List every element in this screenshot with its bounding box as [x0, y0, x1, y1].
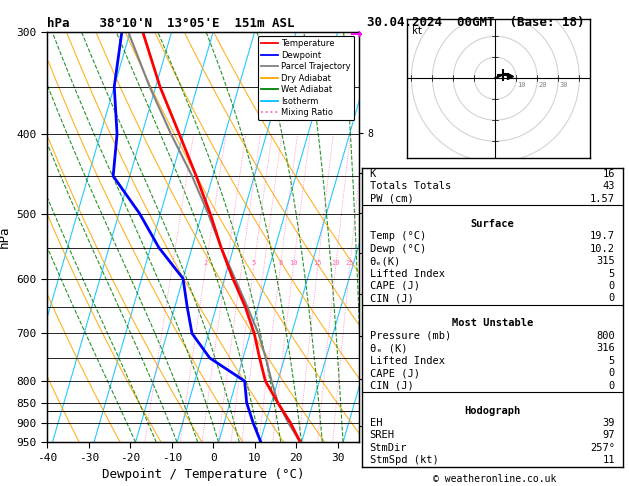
Text: 10: 10 [289, 260, 298, 266]
Text: 0: 0 [609, 381, 615, 391]
Text: →: → [349, 27, 362, 41]
Text: 11: 11 [603, 455, 615, 465]
Legend: Temperature, Dewpoint, Parcel Trajectory, Dry Adiabat, Wet Adiabat, Isotherm, Mi: Temperature, Dewpoint, Parcel Trajectory… [258, 36, 354, 121]
Text: 5: 5 [609, 356, 615, 365]
Text: kt: kt [411, 26, 423, 36]
Text: 25: 25 [345, 260, 354, 266]
Text: θₑ (K): θₑ (K) [369, 343, 407, 353]
Text: Most Unstable: Most Unstable [452, 318, 533, 329]
Text: Surface: Surface [470, 219, 514, 229]
Text: 316: 316 [596, 343, 615, 353]
Text: CAPE (J): CAPE (J) [369, 368, 420, 378]
Text: 97: 97 [603, 431, 615, 440]
Text: K: K [369, 169, 376, 179]
Text: CAPE (J): CAPE (J) [369, 281, 420, 291]
Text: 315: 315 [596, 256, 615, 266]
Text: 800: 800 [596, 331, 615, 341]
Text: Lifted Index: Lifted Index [369, 269, 445, 278]
Text: 39: 39 [603, 418, 615, 428]
Text: 1.57: 1.57 [590, 194, 615, 204]
Text: 10.2: 10.2 [590, 243, 615, 254]
Text: EH: EH [369, 418, 382, 428]
Text: 5: 5 [609, 269, 615, 278]
Y-axis label: hPa: hPa [0, 226, 11, 248]
Text: Temp (°C): Temp (°C) [369, 231, 426, 241]
Text: StmSpd (kt): StmSpd (kt) [369, 455, 438, 465]
Text: 5: 5 [252, 260, 256, 266]
Text: 10: 10 [518, 82, 526, 87]
Text: CIN (J): CIN (J) [369, 294, 413, 303]
Text: Lifted Index: Lifted Index [369, 356, 445, 365]
Text: Pressure (mb): Pressure (mb) [369, 331, 451, 341]
Text: 0: 0 [609, 368, 615, 378]
Text: θₑ(K): θₑ(K) [369, 256, 401, 266]
Text: 43: 43 [603, 181, 615, 191]
Text: 0: 0 [609, 281, 615, 291]
Text: hPa    38°10'N  13°05'E  151m ASL: hPa 38°10'N 13°05'E 151m ASL [47, 17, 294, 30]
Text: 30: 30 [559, 82, 568, 87]
Text: CIN (J): CIN (J) [369, 381, 413, 391]
Text: 20: 20 [538, 82, 547, 87]
Text: SREH: SREH [369, 431, 394, 440]
Text: 20: 20 [331, 260, 340, 266]
Text: 16: 16 [603, 169, 615, 179]
Text: 15: 15 [313, 260, 322, 266]
Text: Dewp (°C): Dewp (°C) [369, 243, 426, 254]
Text: 3: 3 [225, 260, 228, 266]
Text: Hodograph: Hodograph [464, 405, 520, 416]
Text: StmDir: StmDir [369, 443, 407, 453]
Y-axis label: km
ASL: km ASL [389, 226, 407, 248]
Text: PW (cm): PW (cm) [369, 194, 413, 204]
Text: 0: 0 [609, 294, 615, 303]
Text: 8: 8 [278, 260, 282, 266]
Text: 2: 2 [204, 260, 208, 266]
Text: 30.04.2024  00GMT  (Base: 18): 30.04.2024 00GMT (Base: 18) [367, 16, 584, 29]
Text: 257°: 257° [590, 443, 615, 453]
Text: 19.7: 19.7 [590, 231, 615, 241]
Text: Totals Totals: Totals Totals [369, 181, 451, 191]
Text: © weatheronline.co.uk: © weatheronline.co.uk [433, 473, 557, 484]
X-axis label: Dewpoint / Temperature (°C): Dewpoint / Temperature (°C) [102, 468, 304, 481]
